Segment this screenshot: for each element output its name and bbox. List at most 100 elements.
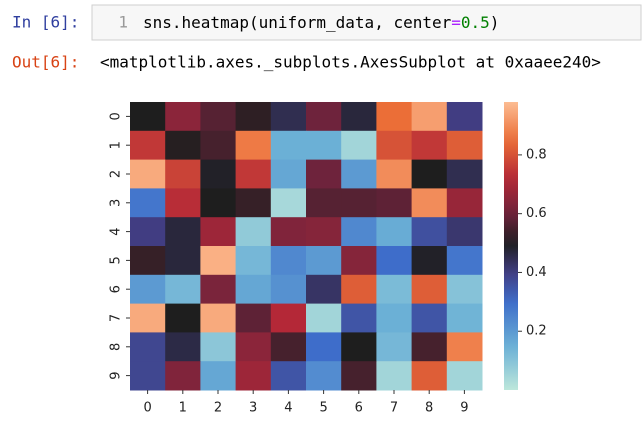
heatmap-cell [235,217,272,247]
in-prompt: In [6]: [12,13,79,32]
heatmap-cell [200,102,237,132]
heatmap-cell [270,246,307,276]
heatmap-cell [376,130,413,161]
heatmap-cell [235,102,272,132]
heatmap-cell [446,130,483,161]
heatmap-cell [341,274,377,305]
y-tick-label: 9 [109,371,124,379]
heatmap-cell [411,303,448,333]
y-tick-label: 8 [109,343,124,351]
heatmap-cell [165,246,201,276]
heatmap-cell [341,188,377,218]
heatmap-cell [130,274,166,305]
heatmap-cell [235,361,272,391]
heatmap-cell [306,130,342,161]
y-tick-label: 5 [109,256,124,264]
heatmap-cell [446,217,483,247]
out-prompt: Out[6]: [12,53,79,72]
x-tick-label: 0 [143,401,151,416]
heatmap-cell [376,303,413,333]
heatmap-cell [270,102,307,132]
code-token: = [451,13,461,32]
heatmap-cell [270,217,307,247]
heatmap-cell [376,361,413,391]
heatmap-cell [165,303,201,333]
heatmap-cell [200,188,237,218]
heatmap-cell [341,217,377,247]
heatmap-cell [446,303,483,333]
y-tick-label: 4 [109,227,124,235]
heatmap-cell [411,361,448,391]
colorbar-tick-label: 0.2 [526,324,547,339]
heatmap-cell [200,246,237,276]
heatmap-cell [270,188,307,218]
heatmap-cell [270,303,307,333]
x-tick-label: 1 [179,401,187,416]
y-tick-label: 3 [109,199,124,207]
heatmap-cell [376,274,413,305]
heatmap-cell [341,102,377,132]
heatmap-cell [411,130,448,161]
heatmap-cell [446,159,483,189]
heatmap-cell [235,303,272,333]
heatmap-cell [130,246,166,276]
y-tick-label: 7 [109,314,124,322]
heatmap-cell [411,246,448,276]
heatmap-cell [270,159,307,189]
code-token: ) [490,13,500,32]
x-tick-label: 4 [284,401,292,416]
y-tick-label: 0 [109,112,124,120]
heatmap-cell [165,130,201,161]
x-tick-label: 6 [355,401,363,416]
input-area[interactable] [91,4,642,41]
x-tick-label: 3 [249,401,257,416]
heatmap-cell [200,361,237,391]
heatmap-cell [306,303,342,333]
heatmap-cell [270,361,307,391]
heatmap-cell [411,102,448,132]
colorbar [504,102,518,390]
heatmap-cell [341,246,377,276]
heatmap-cell [376,217,413,247]
heatmap-cell [165,188,201,218]
heatmap-cell [270,130,307,161]
heatmap-cell [306,102,342,132]
heatmap-cell [376,188,413,218]
heatmap-cell [200,130,237,161]
heatmap-cell [446,102,483,132]
heatmap-cell [411,188,448,218]
output-text: <matplotlib.axes._subplots.AxesSubplot a… [100,53,601,72]
x-tick-label: 9 [460,401,468,416]
x-tick-label: 2 [214,401,222,416]
heatmap-cell [341,130,377,161]
heatmap-cell [235,274,272,305]
line-number: 1 [118,13,128,32]
heatmap-cell [376,246,413,276]
heatmap-cell [306,188,342,218]
heatmap-cell [446,361,483,391]
code-token: 0.5 [461,13,490,32]
x-tick-label: 5 [319,401,327,416]
heatmap-cell [411,159,448,189]
y-tick-label: 2 [109,170,124,178]
heatmap-cell [200,303,237,333]
heatmap-cell [306,274,342,305]
heatmap-cell [235,130,272,161]
heatmap-cell [200,332,237,362]
heatmap-cell [200,274,237,305]
heatmap-cell [130,361,166,391]
heatmap-cell [376,159,413,189]
heatmap-cell [446,246,483,276]
heatmap-cell [130,188,166,218]
heatmap-cell [341,332,377,362]
heatmap-cell [200,217,237,247]
heatmap-cell [130,159,166,189]
heatmap-cell [411,332,448,362]
heatmap-cell [306,246,342,276]
heatmap-cell [306,217,342,247]
heatmap-cell [165,159,201,189]
heatmap-cell [446,332,483,362]
heatmap-cell [130,332,166,362]
